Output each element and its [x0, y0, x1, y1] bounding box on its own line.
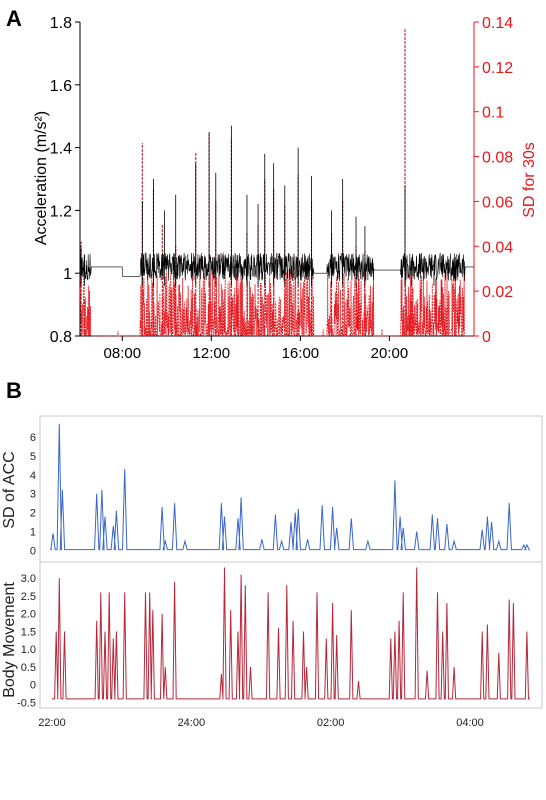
panel-a-x-ticks: 08:00 12:00 16:00 20:00 — [104, 336, 409, 362]
panel-b-bottom-ylabel: Body Movement — [1, 582, 18, 698]
panel-b-top-tick-label: 1 — [30, 527, 36, 539]
panel-a-right-tick-label: 0.04 — [482, 239, 513, 256]
panel-b-frame-bottom — [39, 561, 543, 709]
panel-b-top-tick-label: 0 — [30, 546, 36, 558]
panel-a-right-tick-label: 0.14 — [482, 15, 513, 32]
panel-b-bottom-tick-label: 0 — [30, 680, 36, 692]
panel-b-chart: 0 1 2 3 4 5 6 -0.5 0 0.5 1.0 1.5 2.0 2.5 3.0 22:00 24:… — [1, 415, 543, 729]
panel-label-a: A — [6, 6, 22, 31]
panel-a-ylabel-left: Acceleration (m/s²) — [33, 111, 50, 245]
panel-label-b: B — [6, 378, 22, 403]
panel-b-sd-trace — [50, 423, 530, 551]
panel-b-bottom-tick-label: 0.5 — [21, 662, 36, 674]
panel-b-x-tick-label: 02:00 — [317, 717, 345, 729]
panel-a-right-tick-label: 0 — [482, 329, 491, 346]
panel-a-left-tick-label: 1.2 — [50, 203, 72, 220]
panel-a-right-tick-label: 0.12 — [482, 60, 513, 77]
panel-a-left-tick-label: 1 — [63, 266, 72, 283]
panel-a-right-ticks: 0 0.02 0.04 0.06 0.08 0.1 0.12 0.14 — [474, 15, 513, 346]
panel-b-body-movement-trace — [52, 567, 530, 700]
panel-a-sd-series — [79, 28, 474, 338]
panel-a-left-tick-label: 0.8 — [50, 329, 72, 346]
panel-b-top-tick-label: 2 — [30, 508, 36, 520]
panel-a-acceleration-trace — [79, 251, 474, 282]
panel-b-bottom-tick-label: 1.0 — [21, 644, 36, 656]
panel-b-bottom-tick-label: 3.0 — [21, 573, 36, 585]
panel-a-left-tick-label: 1.4 — [50, 141, 72, 158]
panel-a-x-tick-label: 12:00 — [193, 345, 231, 362]
panel-a-left-ticks: 0.8 1 1.2 1.4 1.6 1.8 — [50, 15, 80, 346]
panel-b-body-movement-series — [52, 567, 530, 700]
panel-a-x-tick-label: 16:00 — [282, 345, 320, 362]
panel-b-top-tick-label: 5 — [30, 451, 36, 463]
panel-b-x-tick-label: 04:00 — [456, 717, 484, 729]
panel-a-ylabel-right: SD for 30s — [521, 142, 538, 218]
panel-a-right-tick-label: 0.02 — [482, 284, 513, 301]
panel-a-x-tick-label: 20:00 — [371, 345, 409, 362]
panel-a-acceleration-series — [79, 125, 474, 286]
panel-b-bottom-tick-label: 2.0 — [21, 609, 36, 621]
panel-b-x-ticks: 22:00 24:00 02:00 04:00 — [38, 717, 484, 729]
panel-b-sd-series — [50, 423, 530, 551]
panel-a-left-tick-label: 1.8 — [50, 15, 72, 32]
panel-b-top-tick-label: 6 — [30, 432, 36, 444]
panel-b-top-tick-label: 3 — [30, 489, 36, 501]
panel-b-top-tick-label: 4 — [30, 470, 36, 482]
panel-a-left-tick-label: 1.6 — [50, 78, 72, 95]
panel-b-bottom-tick-label: -0.5 — [17, 697, 36, 709]
panel-a-right-tick-label: 0.06 — [482, 194, 513, 211]
panel-b-top-ylabel: SD of ACC — [1, 451, 18, 528]
panel-a-x-tick-label: 08:00 — [104, 345, 142, 362]
panel-b-x-tick-label: 22:00 — [38, 717, 66, 729]
panel-a-sd-trace — [79, 268, 474, 338]
panel-b-bottom-tick-label: 2.5 — [21, 591, 36, 603]
panel-b-x-tick-label: 24:00 — [178, 717, 206, 729]
panel-a-chart: 0.8 1 1.2 1.4 1.6 1.8 0 0.02 0.04 0.06 0.08 0.1 0.1… — [33, 15, 538, 362]
panel-b-bottom-tick-label: 1.5 — [21, 626, 36, 638]
panel-a-right-tick-label: 0.1 — [482, 105, 504, 122]
panel-a-right-tick-label: 0.08 — [482, 150, 513, 167]
panel-b-frame-top — [39, 415, 543, 563]
panel-b-top-y-ticks: 0 1 2 3 4 5 6 — [30, 432, 36, 558]
panel-b-bottom-y-ticks: -0.5 0 0.5 1.0 1.5 2.0 2.5 3.0 — [17, 573, 36, 709]
